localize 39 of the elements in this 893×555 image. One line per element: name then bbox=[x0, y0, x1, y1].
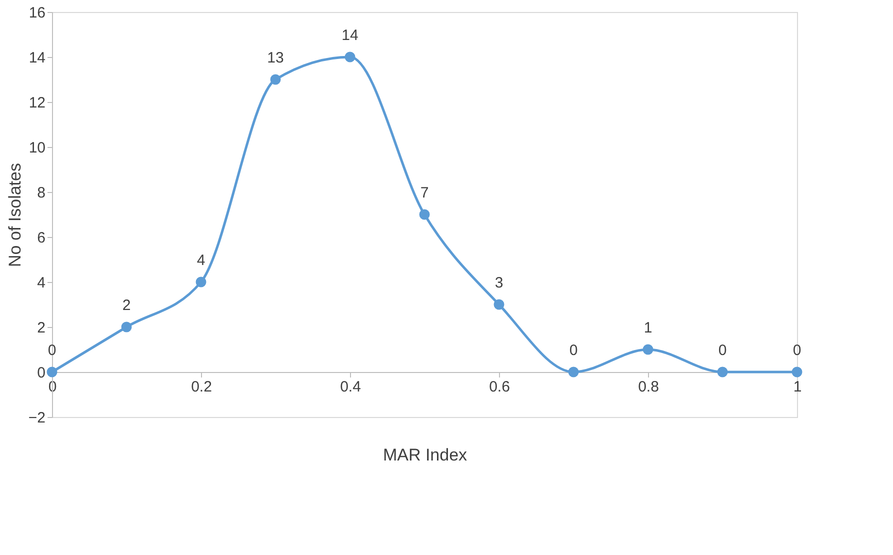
point bbox=[642, 344, 654, 355]
y-tick-label: 4 bbox=[37, 274, 46, 292]
data-label: 0 bbox=[792, 342, 802, 359]
point bbox=[196, 276, 206, 288]
y-axis-title: No of Isolates bbox=[5, 163, 24, 267]
x-axis-title: MAR Index bbox=[382, 446, 468, 464]
y-tick-label: 0 bbox=[37, 364, 46, 382]
x-tick-label: 0.4 bbox=[340, 378, 361, 396]
data-label: 3 bbox=[494, 274, 504, 292]
y-tick-label: 6 bbox=[37, 230, 46, 246]
x-tick-label: 1 bbox=[793, 378, 802, 396]
data-label: 13 bbox=[267, 50, 284, 66]
data-label: 0 bbox=[48, 342, 56, 359]
y-tick-label: 10 bbox=[28, 140, 46, 156]
point bbox=[121, 322, 132, 332]
point bbox=[270, 74, 281, 85]
data-label: 0 bbox=[569, 342, 578, 359]
point bbox=[344, 52, 356, 62]
data-label: 0 bbox=[718, 342, 727, 359]
point bbox=[717, 366, 728, 378]
point bbox=[46, 366, 58, 378]
point bbox=[792, 366, 802, 378]
y-tick-label: 16 bbox=[28, 4, 46, 22]
x-tick-label: 0.2 bbox=[191, 378, 212, 396]
point bbox=[494, 299, 504, 310]
y-tick-label: 8 bbox=[37, 184, 46, 202]
point bbox=[568, 366, 579, 378]
x-tick-label: 0.6 bbox=[489, 378, 510, 396]
point bbox=[419, 209, 430, 220]
data-label: 14 bbox=[342, 27, 358, 44]
x-tick-label: 0.8 bbox=[638, 378, 659, 396]
y-tick-label: −2 bbox=[28, 410, 46, 426]
y-tick-label: 12 bbox=[28, 94, 46, 112]
y-tick-label: 14 bbox=[28, 50, 46, 66]
data-label: 4 bbox=[196, 252, 206, 269]
data-label: 7 bbox=[420, 184, 429, 202]
data-label: 2 bbox=[122, 297, 131, 314]
data-label: 1 bbox=[644, 320, 652, 336]
y-tick-label: 2 bbox=[37, 320, 46, 336]
